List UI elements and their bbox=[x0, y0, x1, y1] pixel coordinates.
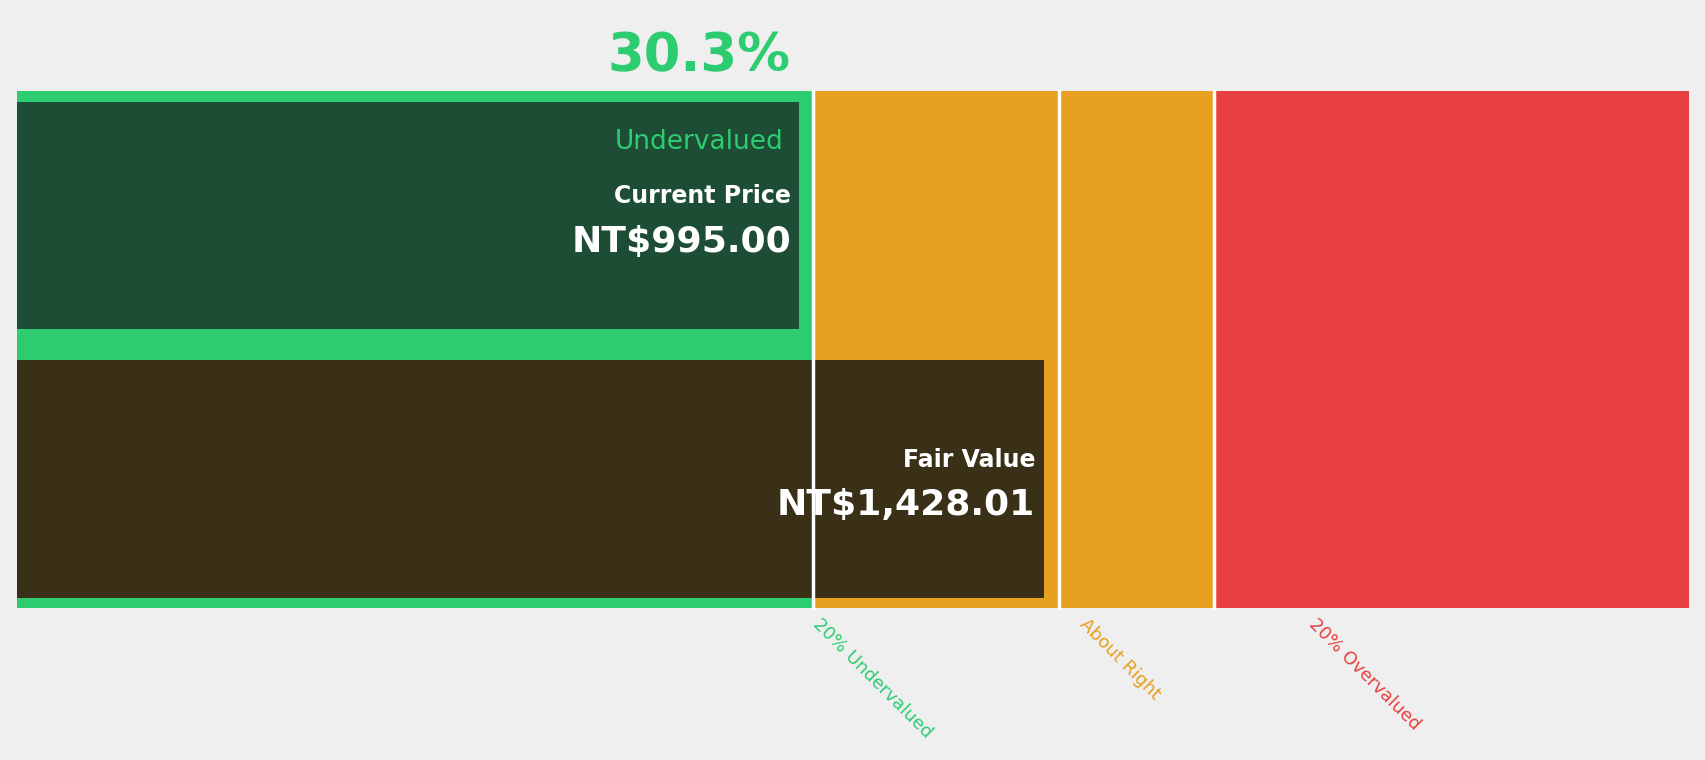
Bar bbox=[1214, 91, 1688, 608]
Text: 30.3%: 30.3% bbox=[607, 30, 789, 82]
Bar bbox=[17, 102, 800, 329]
Text: 20% Undervalued: 20% Undervalued bbox=[808, 616, 934, 743]
Text: NT$1,428.01: NT$1,428.01 bbox=[776, 489, 1035, 522]
Bar bbox=[1059, 91, 1214, 608]
Text: 20% Overvalued: 20% Overvalued bbox=[1304, 616, 1424, 734]
Text: Current Price: Current Price bbox=[614, 184, 791, 208]
Text: About Right: About Right bbox=[1076, 616, 1163, 704]
Text: NT$995.00: NT$995.00 bbox=[571, 225, 791, 259]
Text: Undervalued: Undervalued bbox=[614, 129, 783, 155]
Bar bbox=[17, 360, 1043, 597]
Bar bbox=[812, 91, 1059, 608]
Text: Fair Value: Fair Value bbox=[902, 448, 1035, 472]
Bar bbox=[17, 91, 812, 608]
